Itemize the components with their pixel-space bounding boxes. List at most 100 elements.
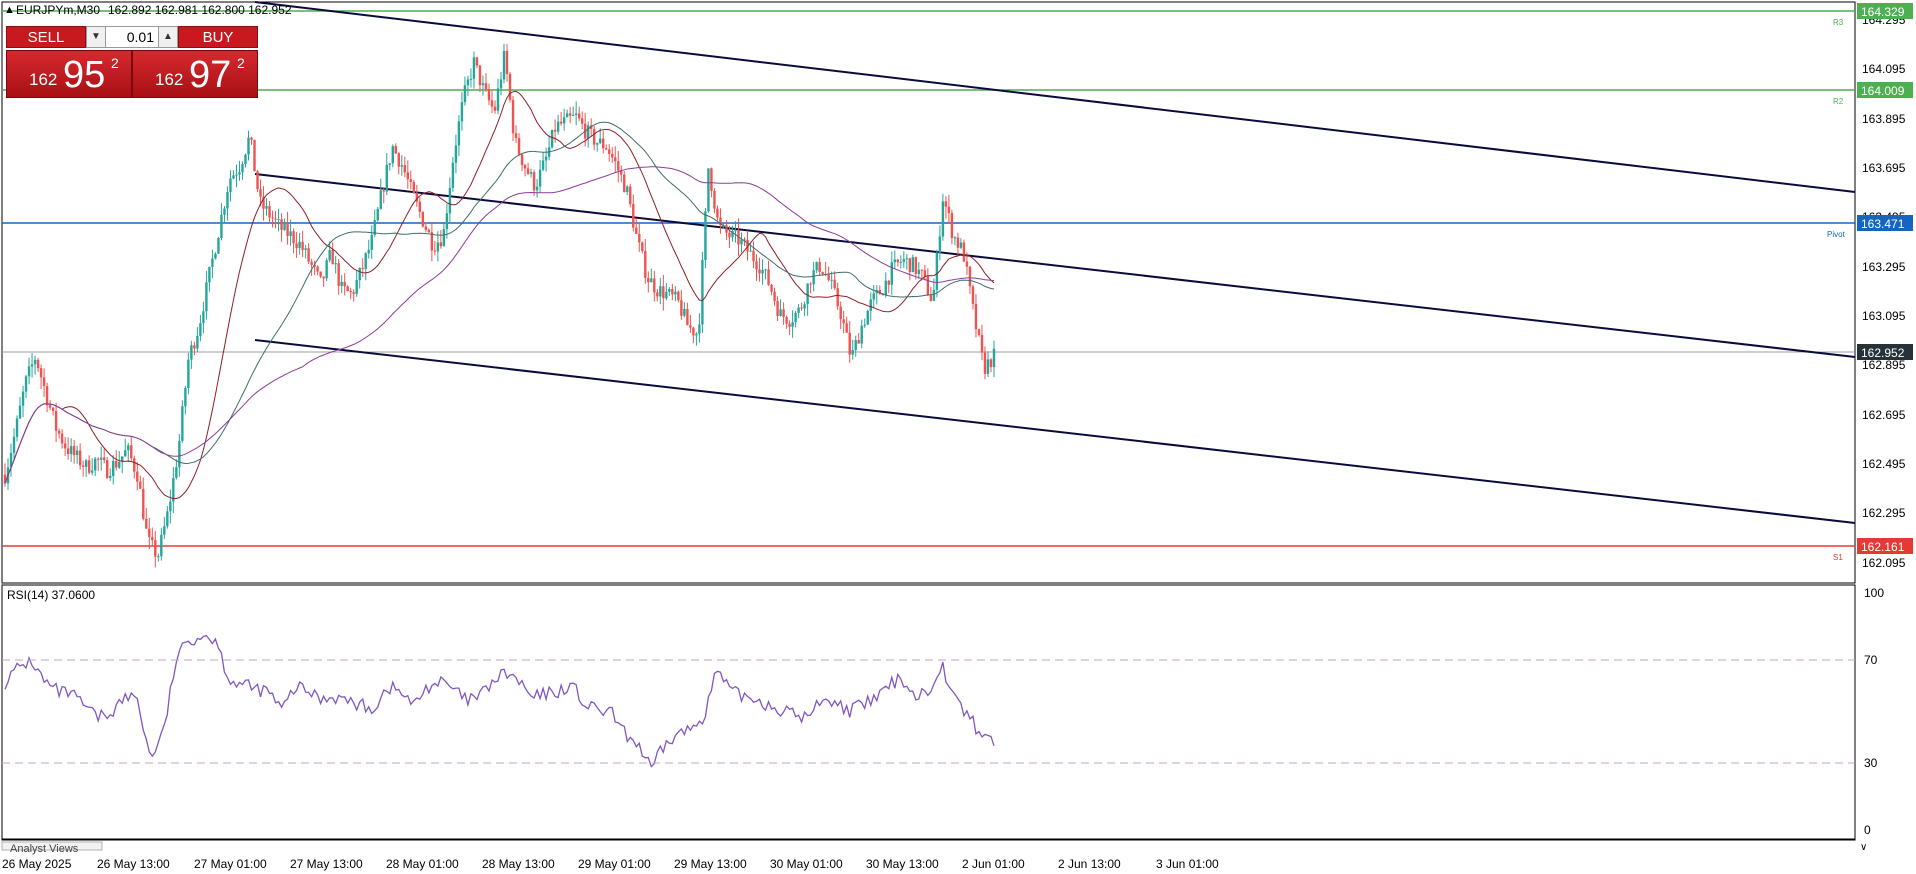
candle-body [217, 237, 220, 254]
candle [902, 251, 906, 269]
candle [391, 144, 394, 168]
candle-body [229, 178, 232, 192]
candle-body [469, 78, 473, 80]
candle [427, 228, 431, 233]
pivot-price-badge-text: 163.471 [1861, 217, 1905, 231]
candle-body [331, 249, 334, 265]
channel-upper-line[interactable] [254, 1, 1856, 193]
candle [106, 456, 109, 479]
candle [514, 125, 518, 143]
rsi-tick: 100 [1864, 586, 1884, 600]
candle-body [169, 501, 172, 512]
candle [433, 241, 437, 256]
candle-body [9, 452, 13, 468]
candle [226, 186, 229, 221]
candle [48, 400, 52, 411]
axis-chevron-icon[interactable]: ∨ [1860, 842, 1867, 853]
candle-body [577, 113, 581, 119]
candle [448, 177, 452, 224]
candle [229, 170, 232, 202]
candle-body [196, 335, 199, 349]
volume-decrease-icon[interactable]: ▼ [86, 26, 106, 48]
symbol-arrow-icon[interactable]: ▲ [4, 4, 15, 16]
candle-body [956, 237, 960, 248]
candle [292, 228, 295, 254]
time-label: 30 May 13:00 [866, 857, 939, 871]
candle-body [208, 266, 211, 283]
r3-level-label: R3 [1833, 18, 1844, 27]
candle [328, 241, 331, 263]
candle [190, 340, 193, 369]
rsi-group [4, 634, 995, 768]
candle [980, 324, 984, 361]
candle-body [638, 233, 641, 243]
candle-body [78, 450, 82, 466]
candle-body [84, 460, 88, 467]
time-label: 29 May 01:00 [578, 857, 651, 871]
candle-body [24, 376, 28, 392]
candle [406, 160, 410, 189]
candle-body [334, 263, 337, 265]
pivot-level-label: Pivot [1827, 230, 1846, 239]
candle-body [232, 175, 235, 179]
candle [268, 201, 271, 224]
candle-body [677, 291, 680, 301]
candle-body [520, 154, 524, 166]
candle-body [472, 57, 476, 79]
sell-quote-pips: 95 [63, 54, 106, 96]
candle [235, 164, 238, 188]
candle-body [508, 73, 512, 100]
candle [917, 262, 921, 280]
candle [69, 438, 73, 462]
candle [752, 241, 755, 269]
time-label: 29 May 13:00 [674, 857, 747, 871]
time-label: 2 Jun 13:00 [1058, 857, 1121, 871]
sell-quote[interactable]: 162 95 2 [6, 50, 132, 98]
candle [974, 294, 978, 338]
sell-button[interactable]: SELL [6, 26, 86, 48]
candle [349, 288, 352, 300]
candle-body [674, 291, 677, 295]
candle [454, 134, 458, 174]
rsi-tick: 0 [1864, 823, 1871, 837]
r2-price-badge-text: 164.009 [1861, 84, 1905, 98]
channel-lower-line[interactable] [254, 339, 1856, 524]
candle-body [968, 266, 972, 287]
candle [526, 162, 530, 176]
volume-increase-icon[interactable]: ▲ [158, 26, 178, 48]
candle-body [3, 474, 7, 484]
candle [776, 296, 779, 322]
candle [800, 302, 803, 311]
candle-body [376, 208, 379, 221]
candle-body [776, 301, 779, 316]
candle [956, 232, 960, 256]
candle-body [511, 99, 515, 134]
time-axis: 26 May 2025 26 May 13:00 27 May 01:00 27… [2, 857, 1219, 871]
candle [686, 302, 689, 326]
candle-body [695, 333, 698, 336]
candle-body [881, 294, 884, 296]
candle [81, 460, 85, 477]
candle-body [109, 475, 112, 479]
current-price-badge-text: 162.952 [1861, 346, 1905, 360]
volume-input[interactable]: 0.01 [106, 26, 158, 48]
candle [202, 301, 205, 334]
candle-body [18, 405, 22, 419]
candle [893, 250, 896, 270]
analyst-views-tab[interactable] [1, 841, 103, 851]
candle-body [938, 236, 942, 253]
candle-body [313, 264, 316, 267]
candle [568, 106, 572, 124]
buy-quote[interactable]: 162 97 2 [132, 50, 258, 98]
candle-body [349, 290, 352, 293]
buy-button[interactable]: BUY [178, 26, 258, 48]
candle-body [355, 280, 358, 294]
candle-body [15, 418, 19, 437]
candle [274, 210, 277, 229]
candle-body [60, 433, 64, 444]
time-label: 2 Jun 01:00 [962, 857, 1025, 871]
candle-body [139, 481, 142, 489]
candle [617, 150, 620, 183]
channel-middle-line[interactable] [254, 173, 1856, 358]
